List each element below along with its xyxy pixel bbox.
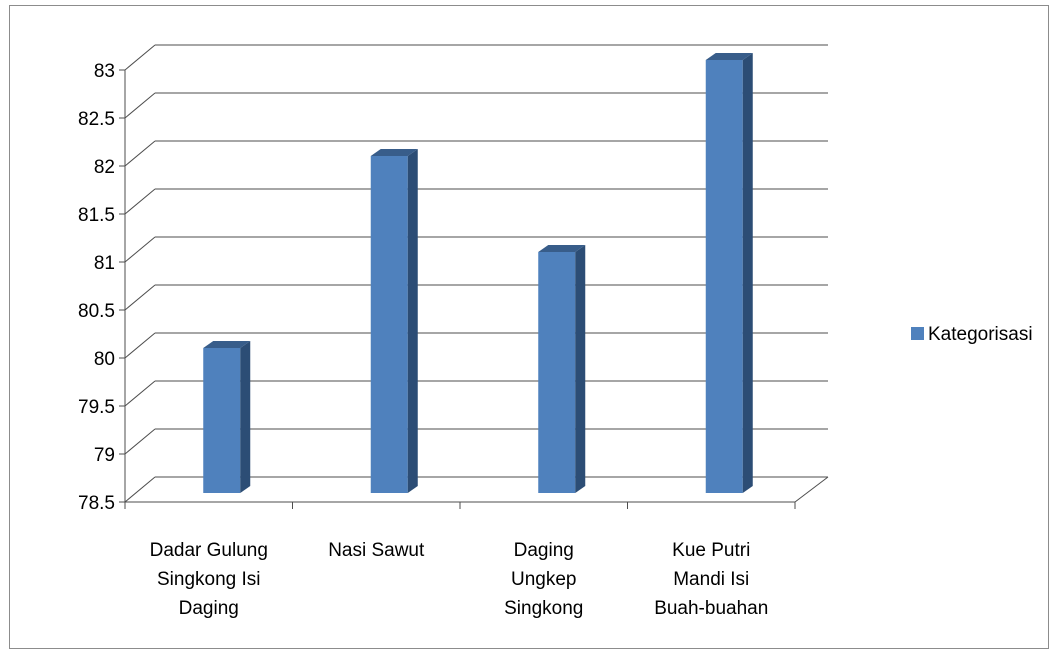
bar-top bbox=[370, 149, 418, 156]
chart-frame bbox=[9, 5, 1049, 649]
gridline-side bbox=[124, 428, 156, 455]
x-category-label-line: Daging bbox=[179, 598, 239, 619]
gridline-side bbox=[124, 44, 156, 71]
y-tick-label: 83 bbox=[94, 61, 115, 82]
bar bbox=[370, 149, 418, 493]
bar-top bbox=[705, 53, 753, 60]
gridline-side bbox=[124, 476, 156, 503]
x-category-label: Dadar Gulung Singkong Isi Daging bbox=[150, 540, 268, 619]
bars-layer bbox=[203, 53, 753, 493]
y-tick-label: 80.5 bbox=[78, 301, 115, 322]
bar-side bbox=[575, 245, 586, 493]
x-category-label-line: Mandi Isi bbox=[673, 569, 749, 590]
y-tick-label: 82.5 bbox=[78, 109, 115, 130]
bar-front bbox=[705, 60, 743, 493]
y-tick-label: 79 bbox=[94, 445, 115, 466]
y-tick-label: 80 bbox=[94, 349, 115, 370]
gridline-side bbox=[124, 380, 156, 407]
x-category-label: Nasi Sawut bbox=[328, 540, 425, 561]
gridline-side bbox=[124, 92, 156, 119]
bar bbox=[538, 245, 586, 493]
x-category-label-line: Nasi Sawut bbox=[328, 540, 425, 561]
x-category-label: Kue Putri Mandi Isi Buah-buahan bbox=[654, 540, 768, 619]
floor-right-edge bbox=[794, 476, 829, 503]
x-category-label-line: Singkong Isi bbox=[157, 569, 261, 590]
gridline-side bbox=[124, 332, 156, 359]
y-tick-label: 81 bbox=[94, 253, 115, 274]
legend-swatch bbox=[911, 327, 924, 340]
bar-top bbox=[203, 341, 251, 348]
x-category-label: Daging Ungkep Singkong bbox=[504, 540, 583, 619]
labels-layer: 78.5 79 79.5 80 80.5 81 81.5 82 82.5 83 Dadar Gulu… bbox=[78, 61, 768, 619]
gridline-side bbox=[124, 236, 156, 263]
x-category-label-line: Buah-buahan bbox=[654, 598, 768, 619]
x-category-label-line: Kue Putri bbox=[672, 540, 750, 561]
bar-top bbox=[538, 245, 586, 252]
bar-side bbox=[742, 53, 753, 493]
gridline-side bbox=[124, 284, 156, 311]
x-category-label-line: Singkong bbox=[504, 598, 583, 619]
x-category-label-line: Daging bbox=[514, 540, 574, 561]
legend: Kategorisasi bbox=[911, 324, 1033, 345]
y-tick-label: 81.5 bbox=[78, 205, 115, 226]
bar bbox=[203, 341, 251, 493]
gridline-side bbox=[124, 188, 156, 215]
bar-front bbox=[370, 156, 408, 493]
x-category-label-line: Dadar Gulung bbox=[150, 540, 268, 561]
y-tick-label: 82 bbox=[94, 157, 115, 178]
bar-side bbox=[240, 341, 251, 493]
y-tick-label: 78.5 bbox=[78, 493, 115, 514]
legend-label: Kategorisasi bbox=[928, 324, 1033, 345]
x-category-label-line: Ungkep bbox=[511, 569, 577, 590]
bar-front bbox=[538, 252, 576, 493]
bar bbox=[705, 53, 753, 493]
bar-side bbox=[407, 149, 418, 493]
gridline-side bbox=[124, 140, 156, 167]
bar-front bbox=[203, 348, 241, 493]
y-tick-label: 79.5 bbox=[78, 397, 115, 418]
